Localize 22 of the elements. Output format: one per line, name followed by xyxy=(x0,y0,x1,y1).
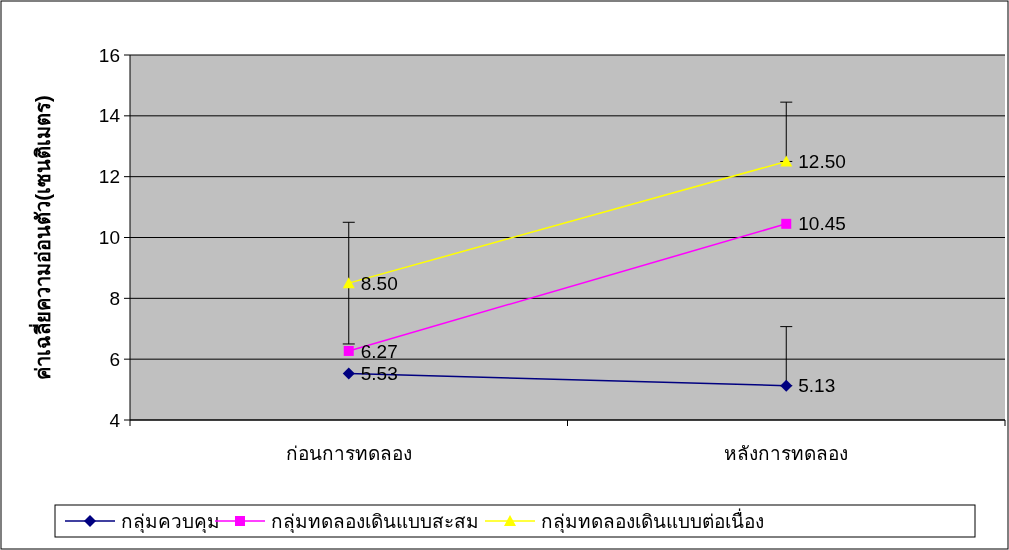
data-label: 5.13 xyxy=(798,375,836,397)
point xyxy=(781,218,792,229)
y-tick-label: 14 xyxy=(98,105,121,127)
x-tick-label: หลังการทดลอง xyxy=(724,443,849,464)
y-tick-label: 6 xyxy=(109,348,120,370)
y-tick-label: 10 xyxy=(98,227,120,249)
point xyxy=(342,367,355,380)
legend-label: กลุ่มทดลองเดินแบบสะสม xyxy=(271,510,479,534)
data-label: 10.45 xyxy=(798,213,846,235)
y-tick-label: 4 xyxy=(109,409,121,431)
point xyxy=(780,379,793,392)
y-axis-title: ค่าเฉลี่ยความอ่อนตัว(เซนติเมตร) xyxy=(28,95,54,380)
point xyxy=(343,345,354,356)
y-tick-label: 12 xyxy=(98,166,120,188)
data-label: 12.50 xyxy=(798,151,846,173)
x-tick-label: ก่อนการทดลอง xyxy=(285,443,412,464)
data-label: 6.27 xyxy=(360,340,398,362)
legend-label: กลุ่มควบคุม xyxy=(121,510,220,534)
y-tick-label: 16 xyxy=(98,44,120,66)
data-label: 8.50 xyxy=(360,272,398,294)
legend-label: กลุ่มทดลองเดินแบบต่อเนื่อง xyxy=(541,507,764,534)
y-tick-label: 8 xyxy=(109,287,120,309)
